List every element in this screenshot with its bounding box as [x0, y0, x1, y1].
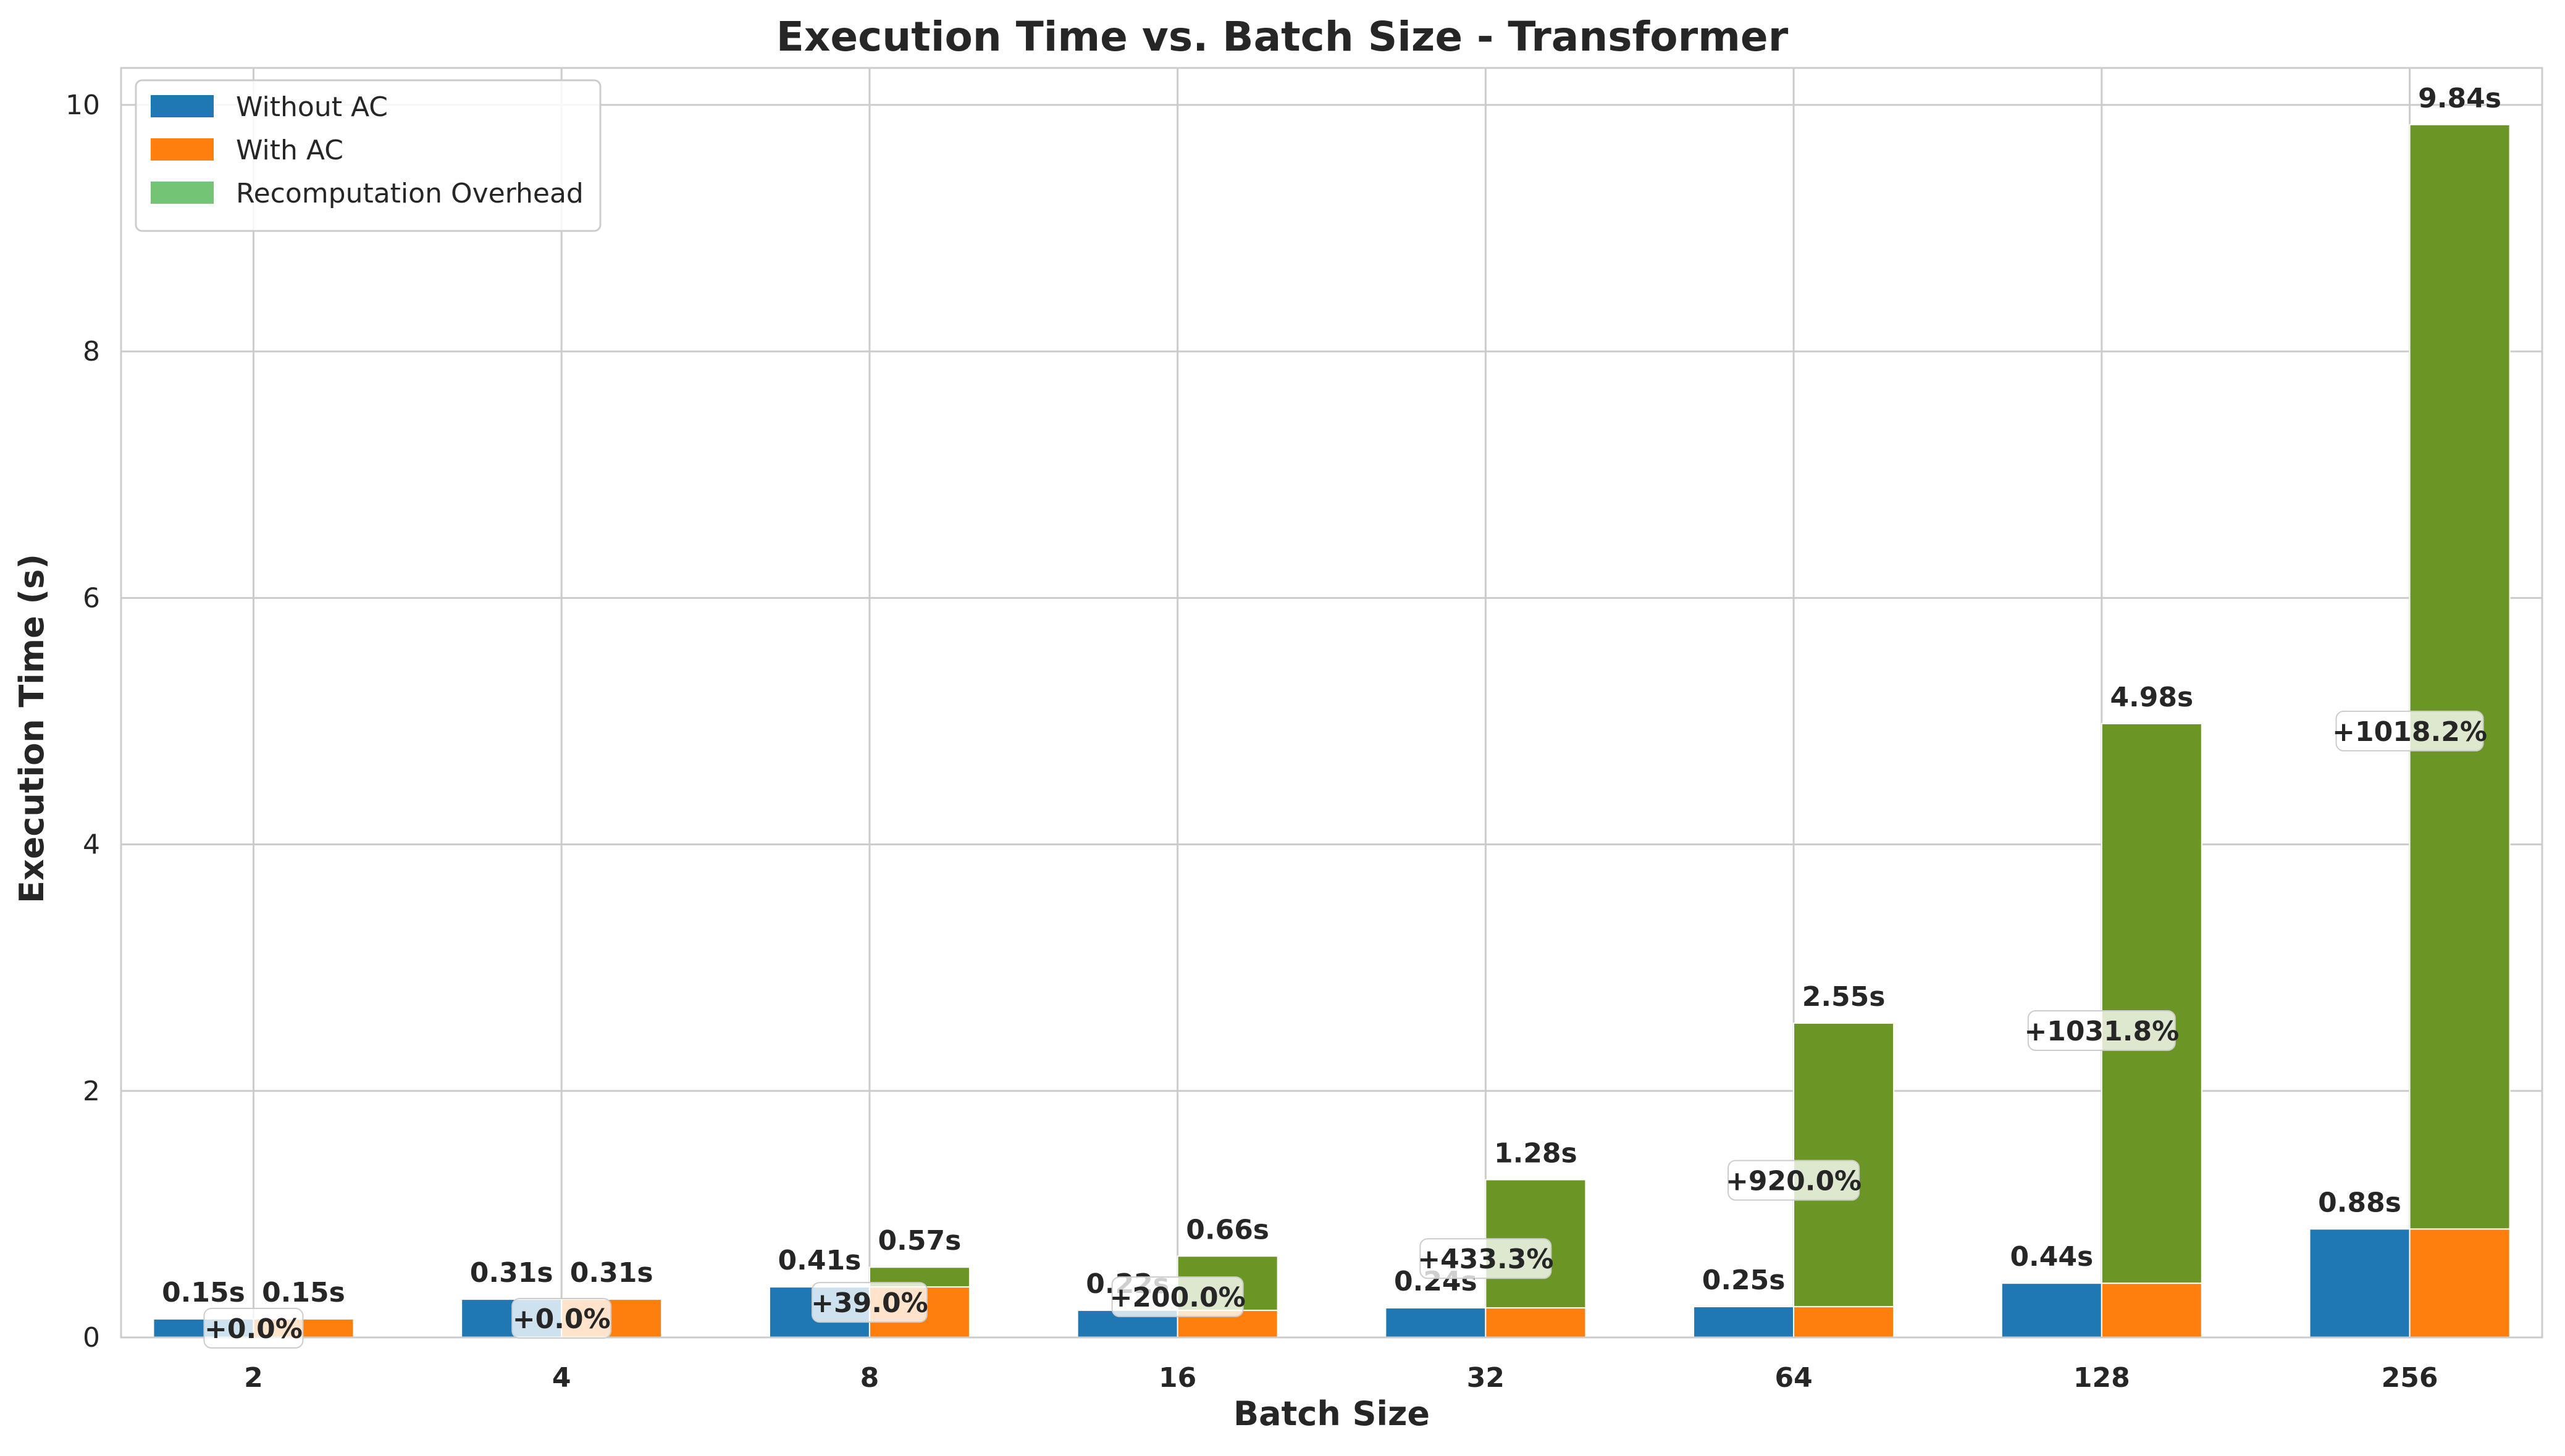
x-tick-label: 256 — [2382, 1362, 2438, 1394]
legend-swatch-recomputation-overhead — [151, 182, 214, 204]
overhead-percent-box — [2027, 1010, 2176, 1051]
bar-with-ac — [1485, 1307, 1587, 1339]
value-label-without-ac: 0.15s — [162, 1277, 245, 1308]
overhead-percent-box — [2335, 710, 2484, 751]
legend-swatch-with-ac — [151, 138, 214, 161]
value-label-without-ac: 0.25s — [1702, 1265, 1786, 1296]
overhead-percent-label: +1031.8% — [2024, 1016, 2179, 1047]
overhead-percent-box — [511, 1298, 612, 1339]
legend-label-recomputation-overhead: Recomputation Overhead — [236, 178, 584, 209]
overhead-percent-box — [1111, 1276, 1244, 1318]
overhead-percent-label: +920.0% — [1726, 1165, 1862, 1197]
chart-title: Execution Time vs. Batch Size - Transfor… — [776, 13, 1789, 61]
overhead-percent-label: +1018.2% — [2332, 716, 2487, 748]
x-tick-label: 8 — [860, 1362, 879, 1394]
value-label-with-ac-total: 0.15s — [262, 1277, 345, 1308]
bar-recomputation-overhead — [2409, 123, 2511, 1230]
overhead-percent-label: +0.0% — [204, 1313, 303, 1345]
overhead-percent-label: +200.0% — [1110, 1282, 1246, 1313]
value-label-with-ac-total: 0.31s — [570, 1257, 653, 1289]
bar-without-ac — [2309, 1228, 2411, 1339]
value-label-with-ac-total: 0.57s — [878, 1225, 962, 1257]
y-axis-label: Execution Time (s) — [12, 554, 51, 903]
grid-lines — [121, 68, 2542, 1339]
x-axis-label: Batch Size — [1233, 1394, 1430, 1433]
overhead-percent-label: +433.3% — [1417, 1244, 1553, 1275]
legend-label-with-ac: With AC — [236, 135, 343, 166]
x-tick-label: 64 — [1774, 1362, 1812, 1394]
overhead-percent-box — [203, 1308, 304, 1349]
y-tick-label: 10 — [65, 90, 100, 121]
x-tick-label: 4 — [552, 1362, 571, 1394]
value-label-with-ac-total: 1.28s — [1494, 1137, 1577, 1169]
bar-with-ac — [1793, 1306, 1895, 1339]
bar-without-ac — [2000, 1282, 2102, 1339]
value-label-without-ac: 0.41s — [778, 1245, 862, 1276]
legend-swatch-without-ac — [151, 95, 214, 117]
plot-frame — [120, 67, 2543, 1339]
legend-box — [135, 79, 602, 232]
bar-recomputation-overhead — [2101, 722, 2202, 1284]
legend-label-without-ac: Without AC — [236, 91, 388, 123]
y-tick-label: 8 — [83, 336, 100, 367]
value-label-without-ac: 0.88s — [2318, 1187, 2401, 1218]
overhead-percent-label: +39.0% — [811, 1287, 928, 1319]
overhead-percent-box — [811, 1282, 928, 1323]
y-tick-label: 0 — [83, 1322, 100, 1353]
x-tick-label: 128 — [2073, 1362, 2130, 1394]
bar-with-ac — [2101, 1282, 2202, 1339]
overhead-percent-label: +0.0% — [513, 1303, 611, 1335]
y-tick-label: 4 — [83, 829, 100, 861]
value-label-with-ac-total: 9.84s — [2418, 83, 2501, 114]
tick-labels: 0 2 4 6 8 10 2 4 8 16 32 64 128 256 — [65, 90, 2438, 1394]
bar-without-ac — [1693, 1306, 1795, 1339]
bar-with-ac — [2409, 1228, 2511, 1339]
x-tick-label: 32 — [1467, 1362, 1505, 1394]
bar-without-ac — [1385, 1307, 1487, 1339]
value-label-with-ac-total: 0.66s — [1186, 1214, 1269, 1245]
value-labels: 0.15s 0.15s +0.0% 0.31s 0.31s +0.0% 0.41s 0.57s… — [162, 83, 2501, 1349]
legend: Without AC With AC Recomputation Overhea… — [135, 79, 602, 232]
x-tick-label: 16 — [1159, 1362, 1196, 1394]
overhead-percent-box — [1727, 1160, 1860, 1201]
y-tick-label: 2 — [83, 1076, 100, 1107]
y-tick-label: 6 — [83, 582, 100, 614]
x-tick-label: 2 — [244, 1362, 263, 1394]
value-label-without-ac: 0.31s — [470, 1257, 553, 1289]
value-label-with-ac-total: 4.98s — [2110, 682, 2193, 713]
value-label-without-ac: 0.44s — [2010, 1241, 2093, 1273]
overhead-percent-box — [1419, 1238, 1552, 1279]
value-label-with-ac-total: 2.55s — [1802, 981, 1886, 1013]
